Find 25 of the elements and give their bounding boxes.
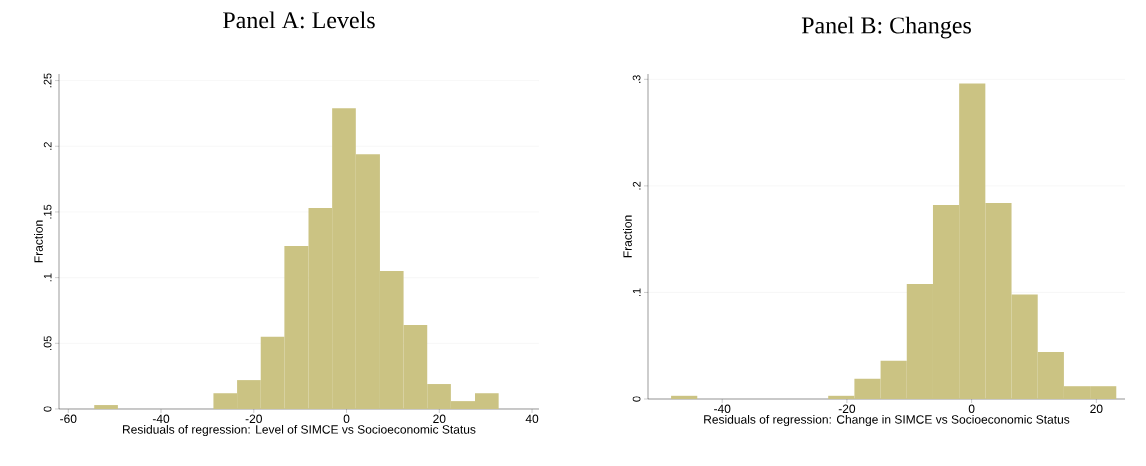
x-axis-title: Residuals of regression: Change in SIMCE vs Socioeconomic Status bbox=[704, 414, 1070, 427]
x-tick-label: 0 bbox=[343, 414, 350, 424]
y-tick-label: .2 bbox=[632, 181, 641, 190]
x-tick-label: 0 bbox=[968, 404, 975, 414]
y-tick-label: 0 bbox=[632, 396, 641, 402]
y-axis-title: Fraction bbox=[623, 215, 632, 258]
chart-title: Panel B: Changes bbox=[801, 16, 971, 39]
y-tick-label: .3 bbox=[632, 75, 641, 83]
y-tick-label: .2 bbox=[43, 142, 52, 150]
x-tick-label: 40 bbox=[525, 414, 539, 424]
x-tick-label: -20 bbox=[245, 414, 262, 424]
x-tick-label: -40 bbox=[152, 414, 170, 424]
x-tick-label: -60 bbox=[60, 414, 77, 424]
x-tick-label: -20 bbox=[838, 404, 856, 414]
y-tick-label: .15 bbox=[43, 204, 52, 219]
chart-title: Panel A: Levels bbox=[223, 11, 375, 29]
x-tick-label: 20 bbox=[433, 414, 446, 424]
y-tick-label: .1 bbox=[632, 288, 641, 297]
x-tick-label: -40 bbox=[714, 404, 731, 414]
y-tick-label: .05 bbox=[43, 336, 52, 350]
x-tick-label: 20 bbox=[1090, 404, 1103, 414]
y-axis-title: Fraction bbox=[34, 220, 43, 263]
y-tick-label: .1 bbox=[43, 273, 52, 282]
y-tick-label: .25 bbox=[43, 73, 52, 88]
x-axis-title: Residuals of regression: Level of SIMCE vs Socioeconomic Status bbox=[123, 424, 476, 437]
